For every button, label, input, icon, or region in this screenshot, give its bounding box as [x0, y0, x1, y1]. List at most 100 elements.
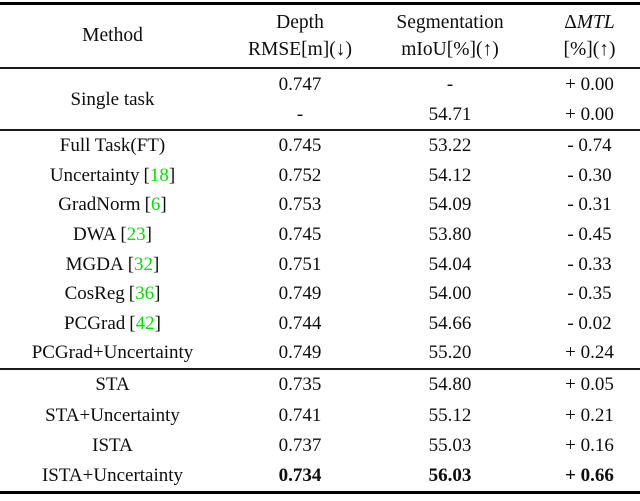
citation-number: 18	[149, 164, 169, 186]
method-name: ISTA+Uncertainty	[41, 465, 184, 487]
delta-mtl-value: - 0.31	[567, 194, 612, 216]
delta-mtl-value: + 0.21	[565, 404, 614, 426]
citation-open-bracket: [	[128, 283, 136, 305]
table-row: DWA [23] 0.745 53.80 - 0.45	[0, 220, 640, 250]
citation-close-bracket: ]	[168, 164, 176, 186]
table-row: STA[] 0.735 54.80 + 0.05	[0, 370, 640, 400]
table-row: CosReg [36] 0.749 54.00 - 0.35	[0, 279, 640, 309]
method-name: ISTA	[92, 434, 133, 456]
citation: [18]	[144, 165, 176, 186]
citation-close-bracket: ]	[153, 253, 160, 275]
method-cell: ISTA[]	[0, 436, 225, 455]
method-name: PCGrad+Uncertainty	[31, 342, 194, 364]
citation-open-bracket: [	[143, 164, 150, 186]
segmentation-miou-value: 55.20	[428, 342, 472, 364]
method-cell: PCGrad+Uncertainty[]	[0, 343, 225, 362]
single-task-label: Single task	[70, 88, 155, 110]
depth-rmse-value: 0.737	[278, 434, 322, 456]
segmentation-miou-value: 53.80	[428, 224, 472, 246]
table-row: GradNorm [6] 0.753 54.09 - 0.31	[0, 190, 640, 220]
table-row: ISTA[] 0.737 55.03 + 0.16	[0, 430, 640, 460]
method-cell: STA[]	[0, 375, 225, 394]
column-header-depth: Depth RMSE[m](↓)	[225, 13, 375, 59]
citation-close-bracket: ]	[154, 312, 161, 334]
segmentation-miou-value: 54.80	[428, 374, 472, 396]
depth-rmse-value: 0.749	[278, 283, 322, 305]
table-row: Uncertainty [18] 0.752 54.12 - 0.30	[0, 161, 640, 191]
depth-rmse-value: 0.751	[278, 253, 322, 275]
delta-mtl-value: - 0.30	[567, 164, 612, 186]
method-name: STA+Uncertainty	[45, 404, 180, 426]
header-method-label: Method	[82, 25, 143, 47]
section-rule-1	[0, 129, 640, 131]
delta-mtl-value: - 0.35	[567, 283, 612, 305]
single-task-depth-2: -	[296, 103, 304, 125]
method-cell: PCGrad [42]	[0, 314, 225, 333]
citation-close-bracket: ]	[145, 224, 152, 246]
segmentation-miou-value: 54.09	[428, 194, 472, 216]
delta-mtl-value: - 0.45	[567, 224, 612, 246]
column-header-delta-mtl: ΔMTL [%](↑)	[525, 13, 640, 59]
table-row: ISTA+Uncertainty[] 0.734 56.03 + 0.66	[0, 461, 640, 491]
top-rule	[0, 2, 640, 5]
single-task-section: Single task 0.747 - + 0.00 - 54.71 + 0.0…	[0, 69, 640, 129]
column-header-method: Method	[0, 26, 225, 46]
method-cell: CosReg [36]	[0, 284, 225, 303]
method-cell: MGDA [32]	[0, 255, 225, 274]
citation-number: 36	[135, 283, 155, 305]
depth-rmse-value: 0.735	[278, 374, 322, 396]
method-name: Uncertainty	[49, 164, 140, 186]
segmentation-miou-value: 54.00	[428, 283, 472, 305]
citation-open-bracket: [	[127, 253, 135, 275]
citation-number: 42	[135, 312, 155, 334]
segmentation-miou-value: 55.12	[428, 404, 472, 426]
depth-rmse-value: 0.734	[278, 465, 322, 487]
depth-rmse-value: 0.741	[278, 404, 322, 426]
citation-number: 6	[150, 194, 161, 216]
segmentation-miou-value: 56.03	[428, 465, 472, 487]
method-name: GradNorm	[58, 194, 141, 216]
citation-number: 23	[126, 224, 146, 246]
header-seg-line1: Segmentation	[396, 12, 504, 33]
mtl-symbol: MTL	[576, 12, 615, 33]
table-row: PCGrad+Uncertainty[] 0.749 55.20 + 0.24	[0, 338, 640, 368]
method-cell: DWA [23]	[0, 225, 225, 244]
citation-close-bracket: ]	[160, 194, 167, 216]
method-name: Full Task(FT)	[59, 135, 166, 157]
method-name: DWA	[73, 224, 117, 246]
delta-mtl-value: + 0.16	[565, 434, 614, 456]
delta-symbol: Δ	[564, 12, 577, 33]
header-depth-line2: RMSE[m](↓)	[248, 38, 352, 60]
single-task-depth-1: 0.747	[278, 73, 322, 95]
citation: [6]	[145, 194, 167, 215]
delta-mtl-value: - 0.02	[567, 312, 612, 334]
table-row: Full Task(FT)[] 0.745 53.22 - 0.74	[0, 131, 640, 161]
method-cell: ISTA+Uncertainty[]	[0, 466, 225, 485]
depth-rmse-value: 0.745	[278, 135, 322, 157]
table-row: PCGrad [42] 0.744 54.66 - 0.02	[0, 309, 640, 339]
citation-open-bracket: [	[129, 312, 136, 334]
depth-rmse-value: 0.749	[278, 342, 322, 364]
method-cell: STA+Uncertainty[]	[0, 406, 225, 425]
single-task-seg-2: 54.71	[428, 103, 472, 125]
section-rule-2	[0, 367, 640, 370]
depth-rmse-value: 0.752	[278, 164, 322, 186]
method-name: PCGrad	[64, 312, 126, 334]
citation-close-bracket: ]	[154, 283, 161, 305]
citation: [36]	[129, 283, 161, 304]
depth-rmse-value: 0.753	[278, 194, 322, 216]
citation: [42]	[129, 313, 161, 334]
proposed-rows-group: STA[] 0.735 54.80 + 0.05 STA+Uncertainty…	[0, 370, 640, 491]
header-mtl-line2: [%](↑)	[563, 38, 616, 60]
column-header-segmentation: Segmentation mIoU[%](↑)	[375, 13, 525, 59]
segmentation-miou-value: 54.12	[428, 164, 472, 186]
method-name: CosReg	[64, 283, 125, 305]
delta-mtl-value: - 0.74	[567, 135, 612, 157]
citation-open-bracket: [	[120, 224, 127, 246]
delta-mtl-value: + 0.24	[565, 342, 614, 364]
header-depth-line1: Depth	[276, 12, 324, 33]
baseline-rows-group: Full Task(FT)[] 0.745 53.22 - 0.74 Uncer…	[0, 131, 640, 368]
delta-mtl-value: + 0.05	[565, 374, 614, 396]
single-task-mtl-2: + 0.00	[565, 103, 614, 125]
